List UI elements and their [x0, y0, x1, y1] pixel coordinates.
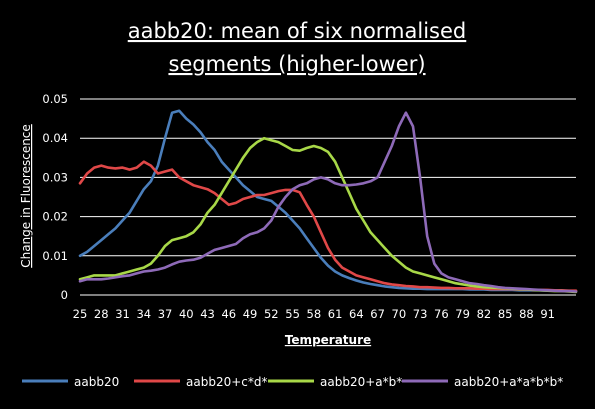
y-tick-label-3: 0.03: [42, 170, 68, 184]
y-tick-label-1: 0.01: [42, 249, 68, 263]
chart-title-line-2: segments (higher-lower): [168, 52, 425, 76]
y-axis-title: Change in Fluorescence: [19, 124, 33, 268]
x-tick-label-13: 64: [349, 307, 364, 321]
x-tick-label-15: 70: [392, 307, 407, 321]
legend: aabb20 aabb20+c*d* aabb20+a*b* aabb20+a*a*b…: [22, 375, 563, 389]
x-tick-label-4: 37: [158, 307, 173, 321]
x-tick-label-9: 52: [264, 307, 279, 321]
y-axis-ticks: 0 0.01 0.02 0.03 0.04 0.05: [42, 92, 68, 302]
x-tick-label-14: 67: [370, 307, 385, 321]
y-tick-label-5: 0.05: [42, 92, 68, 106]
x-tick-label-16: 73: [413, 307, 428, 321]
x-tick-label-2: 31: [115, 307, 130, 321]
x-tick-label-3: 34: [136, 307, 151, 321]
x-tick-label-0: 25: [73, 307, 88, 321]
x-tick-label-19: 82: [477, 307, 492, 321]
y-tick-label-2: 0.02: [42, 210, 68, 224]
series-line-3: [78, 111, 578, 293]
legend-label-3: aabb20+a*a*b*b*: [454, 375, 563, 389]
x-tick-label-18: 79: [455, 307, 470, 321]
x-tick-label-11: 58: [307, 307, 322, 321]
x-tick-label-22: 91: [540, 307, 555, 321]
x-tick-label-12: 61: [328, 307, 343, 321]
x-axis-ticks: 25 28 31 34 37 40 43 46 49 52 55 58 61 64 67 70 73 76 79 82…: [73, 307, 555, 321]
chart-title-line-1: aabb20: mean of six normalised: [128, 19, 467, 43]
x-tick-label-7: 46: [221, 307, 236, 321]
x-tick-label-21: 88: [519, 307, 534, 321]
x-tick-label-5: 40: [179, 307, 194, 321]
y-tick-label-4: 0.04: [42, 131, 68, 145]
y-tick-label-0: 0: [61, 288, 68, 302]
x-tick-label-17: 76: [434, 307, 449, 321]
x-tick-label-10: 55: [285, 307, 300, 321]
legend-label-1: aabb20+c*d*: [186, 375, 267, 389]
x-tick-label-1: 28: [94, 307, 109, 321]
legend-label-0: aabb20: [74, 375, 119, 389]
x-tick-label-8: 49: [243, 307, 258, 321]
x-axis-title: Temperature: [285, 333, 371, 347]
gridlines: [80, 98, 576, 296]
x-tick-label-20: 85: [498, 307, 513, 321]
legend-label-2: aabb20+a*b*: [320, 375, 402, 389]
x-tick-label-6: 43: [200, 307, 215, 321]
series-line-1: [78, 160, 578, 293]
series-lines: [78, 109, 578, 294]
